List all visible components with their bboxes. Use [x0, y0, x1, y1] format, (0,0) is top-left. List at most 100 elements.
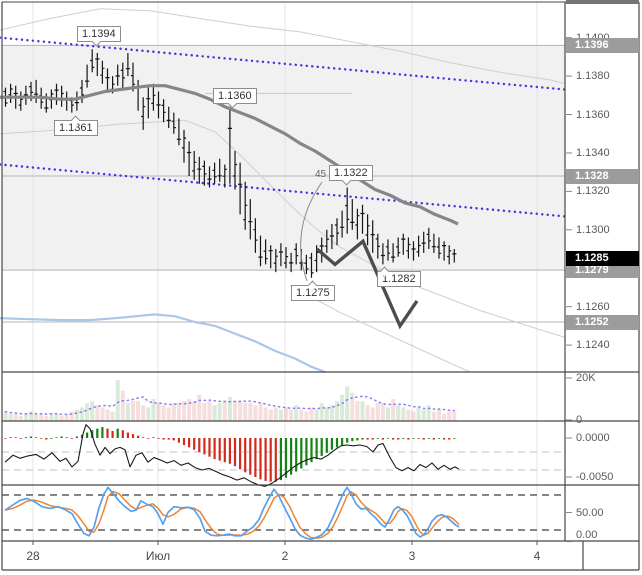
volume-bar — [34, 413, 39, 421]
volume-bar — [131, 401, 135, 421]
angle-label: 45 — [315, 169, 327, 180]
volume-bar — [8, 413, 13, 421]
volume-bar — [350, 392, 355, 421]
volume-bar — [176, 403, 181, 421]
volume-bar — [437, 409, 441, 421]
volume-bar — [3, 411, 8, 421]
price-axis-tick: 1.1360 — [576, 108, 610, 121]
macd-axis-tick: -0.0050 — [576, 471, 614, 483]
volume-bar — [238, 401, 243, 421]
time-axis-label: Июл — [145, 549, 171, 563]
volume-bar — [263, 407, 268, 421]
price-axis-tick: 1.1380 — [576, 70, 610, 83]
volume-ma-dotted-line — [4, 395, 456, 416]
volume-bar — [74, 409, 79, 421]
volume-bar — [411, 411, 416, 421]
price-axis-tick: 1.1320 — [576, 185, 610, 198]
volume-bar — [222, 401, 227, 421]
volume-bar — [80, 407, 84, 421]
volume-bar — [54, 413, 59, 421]
stochastic-axis-tick: 50.00 — [576, 506, 604, 519]
volume-bar — [258, 403, 263, 421]
price-callout[interactable]: 1.1394 — [77, 26, 121, 47]
volume-bar — [426, 405, 431, 421]
volume-axis-tick: 20K — [576, 372, 596, 384]
volume-bar — [192, 401, 197, 421]
price-callout[interactable]: 1.1360 — [213, 87, 257, 109]
volume-bar — [85, 403, 90, 421]
volume-bar — [23, 413, 28, 421]
volume-bar — [401, 407, 406, 421]
volume-bar — [304, 411, 309, 421]
price-level-badge: 1.1328 — [566, 168, 639, 184]
time-axis-label: 3 — [408, 549, 416, 563]
volume-bar — [335, 401, 339, 421]
volume-bar — [319, 403, 324, 421]
volume-bar — [380, 403, 385, 421]
volume-bar — [273, 407, 278, 421]
price-level-badge: 1.1396 — [566, 37, 639, 53]
volume-bar — [207, 401, 212, 421]
price-callout[interactable]: 1.1361 — [54, 115, 98, 136]
stochastic-d-line — [4, 490, 460, 540]
current-price-badge: 1.1285 — [566, 251, 639, 267]
volume-bar — [340, 394, 345, 421]
volume-bar — [136, 401, 141, 421]
angle-arc-annotation — [300, 181, 323, 282]
price-callout[interactable]: 1.1275 — [291, 280, 335, 301]
price-callout[interactable]: 1.1282 — [377, 266, 421, 288]
volume-bar — [442, 413, 447, 421]
volume-bar — [166, 407, 171, 421]
volume-bar — [365, 405, 370, 421]
volume-bar — [217, 403, 222, 421]
volume-bar — [329, 405, 334, 421]
channel-lower-dotted-line — [0, 163, 567, 218]
volume-bar — [284, 407, 288, 421]
slow-ma-line — [0, 84, 459, 226]
volume-bar — [69, 411, 74, 421]
stochastic-axis-tick: 0.00 — [576, 529, 598, 541]
volume-bar — [49, 413, 54, 421]
price-level-badge: 1.1252 — [566, 314, 639, 330]
volume-bar — [396, 405, 401, 421]
volume-bar — [187, 399, 192, 421]
cropped-price-badge — [566, 0, 639, 4]
stochastic-k-line — [4, 486, 460, 541]
forecast-zigzag-arrow — [315, 238, 419, 330]
volume-bar — [212, 405, 217, 421]
channel-zone-fill — [2, 45, 565, 271]
volume-bar — [151, 399, 156, 421]
volume-bar — [386, 407, 390, 421]
volume-bar — [421, 409, 426, 421]
volume-bar — [39, 413, 44, 421]
upper-band-line — [0, 8, 566, 85]
long-ma-line — [0, 313, 326, 374]
volume-bar — [431, 411, 436, 421]
volume-bar — [202, 403, 207, 421]
volume-bar — [268, 409, 273, 421]
volume-bar — [90, 401, 95, 421]
volume-bar — [452, 411, 457, 421]
volume-bar — [248, 403, 253, 421]
volume-bar — [243, 403, 248, 421]
volume-bar — [227, 396, 232, 421]
volume-bar — [294, 405, 299, 421]
ohlc-open-close-ticks — [3, 58, 457, 274]
volume-bar — [278, 409, 283, 421]
time-axis-label: 4 — [533, 549, 541, 563]
price-level-badge: 1.1279 — [566, 262, 639, 278]
price-axis-tick: 1.1240 — [576, 339, 610, 352]
volume-bar — [299, 409, 304, 421]
volume-bar — [64, 413, 69, 421]
channel-upper-dotted-line — [0, 36, 567, 91]
lower-band-line-2 — [289, 285, 471, 373]
volume-bar — [44, 415, 49, 421]
volume-bar — [360, 401, 365, 421]
volume-bar — [95, 405, 100, 421]
price-callout[interactable]: 1.1322 — [329, 164, 373, 185]
macd-axis-tick: 0.0000 — [576, 432, 610, 444]
volume-bar — [161, 405, 166, 421]
volume-bar — [289, 409, 294, 421]
